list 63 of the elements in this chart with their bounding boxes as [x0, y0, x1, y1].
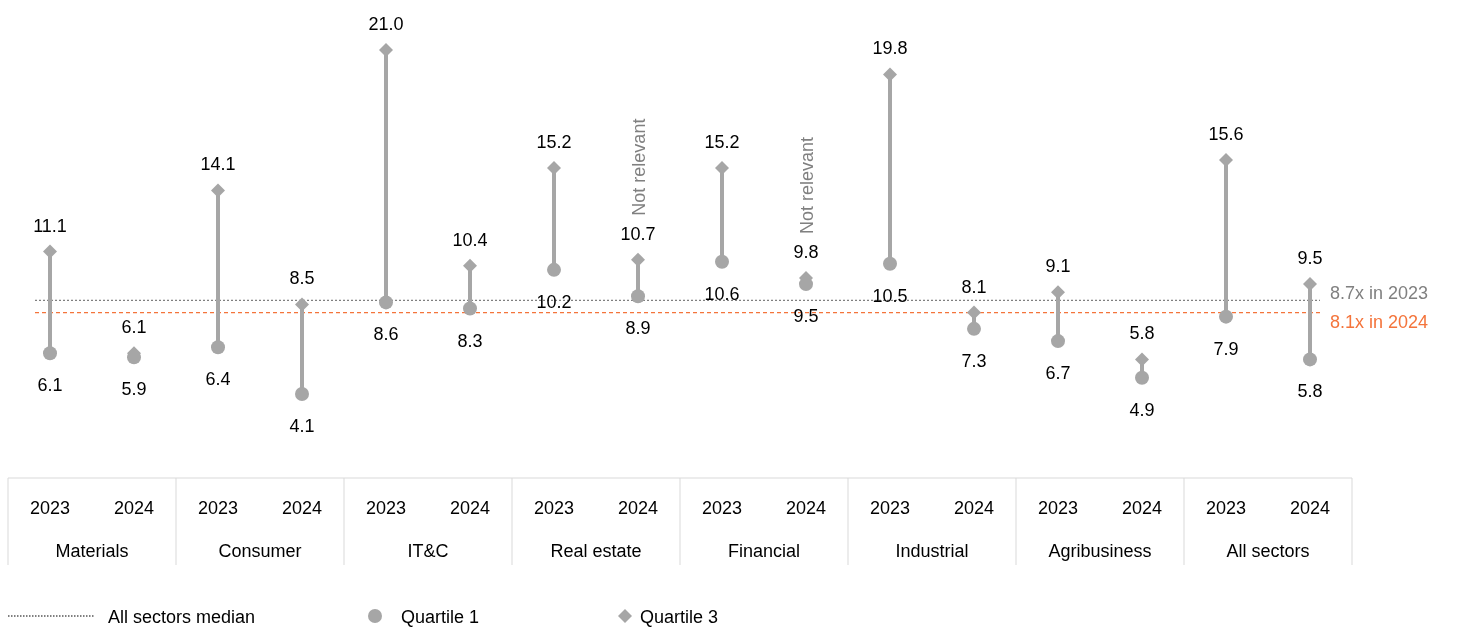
data-label: 15.6 [1208, 123, 1244, 144]
legend-label: Quartile 1 [401, 607, 480, 627]
data-label: 9.5 [793, 306, 819, 327]
data-label: 7.3 [961, 350, 987, 371]
x-tick-label: 2023 [701, 498, 743, 518]
x-tick-label: 2024 [1121, 498, 1163, 518]
annotation: Not relevant [629, 118, 649, 216]
annotation: Not relevant [797, 136, 817, 234]
data-label: 9.1 [1045, 256, 1071, 277]
data-label: 21.0 [368, 14, 404, 34]
text: Financial [727, 541, 801, 561]
data-label: 15.2 [704, 132, 740, 153]
text: All sectors [1226, 541, 1310, 561]
x-tick-label: 2024 [953, 498, 995, 518]
text: Consumer [218, 541, 302, 561]
text: Materials [55, 541, 129, 561]
data-label: 10.7 [620, 223, 656, 244]
x-tick-label: 2023 [533, 498, 575, 518]
data-label: 5.9 [121, 379, 147, 400]
text: Agribusiness [1048, 541, 1152, 561]
ref-line-label: 8.7x in 2023 [1330, 283, 1429, 304]
x-tick-label: 2023 [869, 498, 911, 518]
x-tick-label: 2024 [617, 498, 659, 518]
data-label: 19.8 [872, 38, 908, 59]
x-tick-label: 2024 [785, 498, 827, 518]
data-label: 10.6 [704, 283, 740, 304]
data-label: 6.7 [1045, 363, 1071, 384]
x-tick-label: 2024 [281, 498, 323, 518]
data-label: 4.9 [1129, 399, 1155, 420]
data-label: 10.5 [872, 285, 908, 306]
data-label: 14.1 [200, 154, 236, 175]
data-label: 8.1 [961, 276, 987, 297]
data-label: 6.1 [37, 375, 63, 396]
x-tick-label: 2024 [449, 498, 491, 518]
legend-label: Quartile 3 [640, 607, 719, 627]
data-label: 9.8 [793, 241, 819, 262]
x-tick-label: 2023 [365, 498, 407, 518]
data-label: 11.1 [33, 215, 67, 236]
x-tick-label: 2023 [29, 498, 71, 518]
data-label: 9.5 [1297, 248, 1323, 269]
data-label: 5.8 [1297, 381, 1323, 402]
data-label: 15.2 [536, 132, 572, 153]
x-tick-label: 2023 [197, 498, 239, 518]
x-tick-label: 2024 [113, 498, 155, 518]
x-tick-label: 2023 [1037, 498, 1079, 518]
data-label: 8.9 [625, 318, 651, 339]
data-label: 4.1 [289, 416, 315, 436]
data-label: 6.4 [205, 369, 231, 390]
text: Industrial [895, 541, 969, 561]
data-label: 8.6 [373, 324, 399, 345]
data-label: 6.1 [121, 317, 147, 338]
text: Real estate [550, 541, 642, 561]
data-label: 8.5 [289, 268, 315, 289]
data-label: 5.8 [1129, 323, 1155, 344]
data-label: 8.3 [457, 330, 483, 351]
data-label: 10.4 [452, 229, 488, 250]
data-label: 7.9 [1213, 338, 1239, 359]
x-tick-label: 2024 [1289, 498, 1331, 518]
data-label: 10.2 [536, 291, 572, 312]
x-tick-label: 2023 [1205, 498, 1247, 518]
ref-line-label: 8.1x in 2024 [1330, 311, 1429, 332]
text: IT&C [407, 541, 449, 561]
text: All sectors median [108, 607, 256, 627]
